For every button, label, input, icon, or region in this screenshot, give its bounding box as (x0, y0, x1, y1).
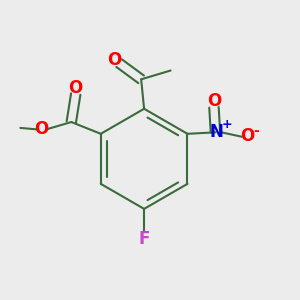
Text: F: F (138, 230, 150, 248)
Text: O: O (207, 92, 221, 110)
Text: O: O (69, 79, 83, 97)
Text: +: + (222, 118, 232, 131)
Text: O: O (107, 51, 121, 69)
Text: N: N (210, 123, 224, 141)
Text: -: - (253, 124, 259, 138)
Text: O: O (240, 127, 254, 145)
Text: O: O (34, 120, 49, 138)
